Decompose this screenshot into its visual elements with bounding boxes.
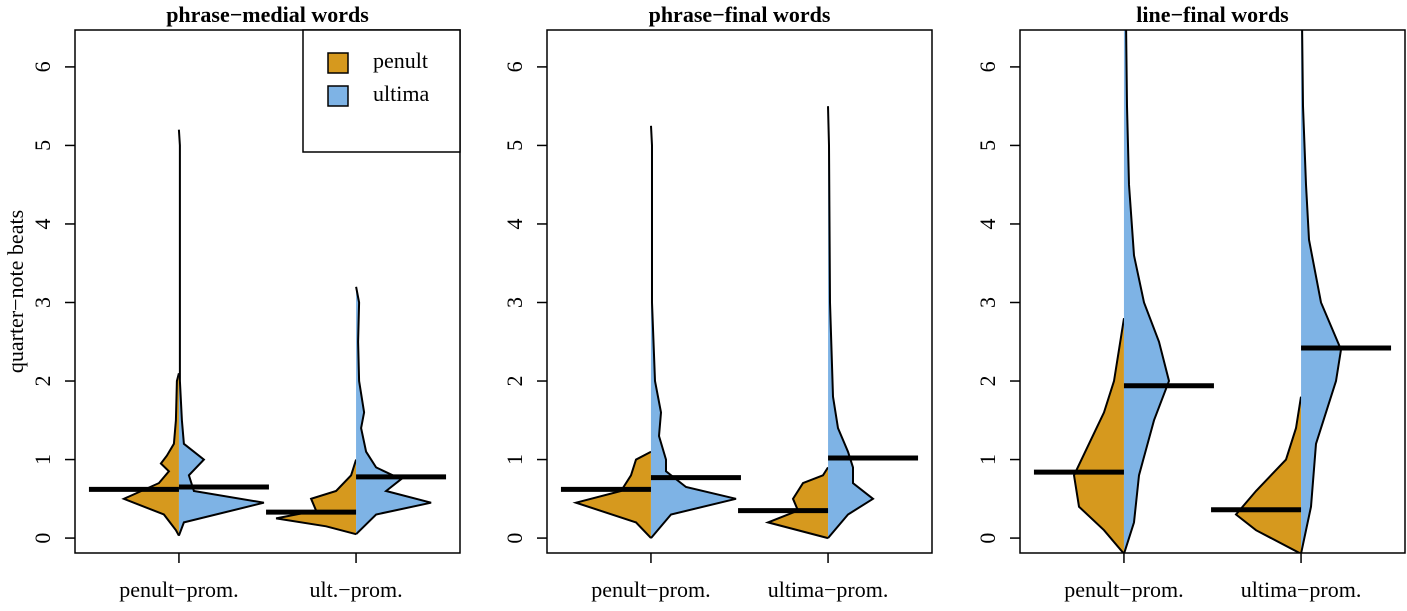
y-tick-label: 3 [975, 297, 1000, 308]
violin-outline [355, 286, 432, 535]
plot-area [572, 106, 875, 540]
y-tick-label: 1 [30, 454, 55, 465]
violin-outline [275, 459, 358, 536]
y-tick-label: 2 [975, 376, 1000, 387]
x-tick-label: penult−prom. [119, 577, 238, 602]
violin-outline [1072, 318, 1125, 553]
plot-frame [546, 29, 933, 554]
violin-outline [650, 125, 737, 539]
violin-half [1074, 318, 1124, 553]
violin-outline [121, 372, 180, 537]
y-tick-label: 3 [30, 297, 55, 308]
panel-title: phrase−final words [649, 2, 831, 27]
y-tick-label: 0 [975, 533, 1000, 544]
plot-frame [1019, 29, 1406, 554]
y-tick-label: 4 [975, 218, 1000, 229]
y-tick-label: 4 [502, 218, 527, 229]
violin-outline [1123, 30, 1171, 553]
y-tick-label: 3 [502, 297, 527, 308]
legend: penult ultima [302, 29, 461, 153]
panel-title: phrase−medial words [166, 2, 369, 27]
y-tick-label: 2 [502, 376, 527, 387]
violin-half [356, 286, 432, 535]
y-axis-label: quarter−note beats [3, 210, 28, 373]
panel-title: line−final words [1136, 2, 1289, 27]
plot-frame [74, 29, 461, 554]
legend-label: penult [373, 48, 428, 73]
violin-outline [1234, 396, 1302, 553]
violin-half [1123, 30, 1169, 553]
legend-label: ultima [373, 81, 429, 106]
violin-outline [827, 106, 875, 539]
y-tick-label: 2 [30, 376, 55, 387]
plot-area [121, 129, 432, 537]
y-tick-label: 6 [975, 61, 1000, 72]
y-tick-label: 0 [30, 533, 55, 544]
y-tick-label: 6 [30, 61, 55, 72]
y-tick-label: 5 [975, 140, 1000, 151]
y-tick-label: 1 [975, 454, 1000, 465]
x-tick-label: penult−prom. [1064, 577, 1183, 602]
violin-half [828, 106, 873, 539]
violin-half [1236, 396, 1302, 553]
y-tick-label: 0 [502, 533, 527, 544]
violin-half [768, 467, 829, 539]
y-tick-label: 4 [30, 218, 55, 229]
y-tick-label: 1 [502, 454, 527, 465]
y-tick-label: 5 [502, 140, 527, 151]
x-tick-label: penult−prom. [591, 577, 710, 602]
x-tick-label: ult.−prom. [310, 577, 403, 602]
legend-swatch [327, 85, 349, 107]
violin-half [123, 373, 179, 536]
violin-outline [764, 466, 829, 540]
legend-swatch [327, 52, 349, 74]
violin-outline [1300, 30, 1343, 553]
violin-outline [177, 129, 265, 537]
violin-half [1301, 30, 1341, 553]
y-tick-label: 5 [30, 140, 55, 151]
violin-half [276, 459, 357, 535]
plot-area [1072, 30, 1343, 553]
x-tick-label: ultima−prom. [1241, 577, 1362, 602]
x-tick-label: ultima−prom. [768, 577, 889, 602]
y-tick-label: 6 [502, 61, 527, 72]
violin-half [178, 129, 264, 536]
